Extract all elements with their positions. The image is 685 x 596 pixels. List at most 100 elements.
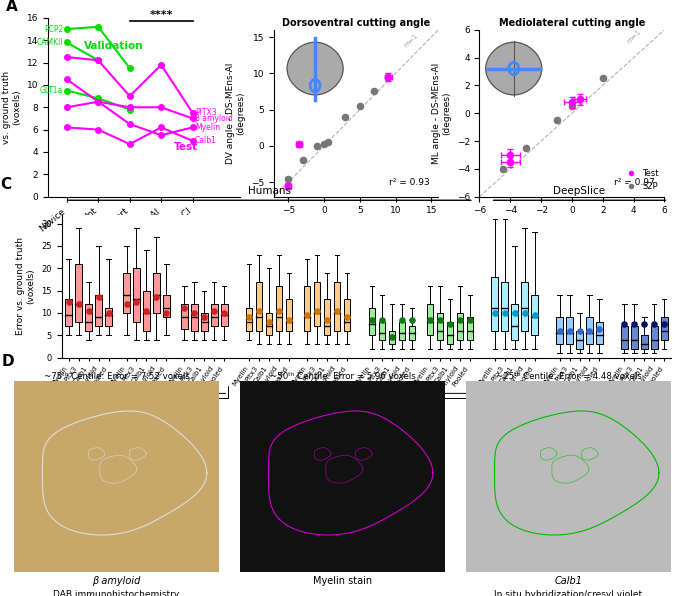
Text: Myelin stain: Myelin stain: [313, 576, 372, 586]
Bar: [211, 304, 218, 327]
Bar: [65, 299, 72, 327]
Bar: [314, 282, 321, 327]
Point: [199, 312, 210, 322]
Polygon shape: [42, 411, 207, 535]
Point: [639, 319, 650, 329]
Point: [366, 315, 377, 324]
Point: [274, 306, 285, 315]
Bar: [641, 335, 647, 349]
Text: Calb1: Calb1: [195, 136, 217, 145]
Point: [141, 306, 152, 315]
Bar: [304, 286, 310, 331]
Bar: [409, 326, 415, 340]
Bar: [566, 317, 573, 344]
Point: [519, 308, 530, 318]
Text: In situ hybridization/cresyl violet: In situ hybridization/cresyl violet: [495, 590, 643, 596]
Bar: [661, 317, 668, 340]
Title: Dorsoventral cutting angle: Dorsoventral cutting angle: [282, 18, 430, 27]
Point: [406, 315, 417, 324]
Text: Novices: Novices: [130, 401, 163, 409]
Point: [377, 315, 388, 324]
Point: [520, 143, 531, 153]
Point: [332, 306, 342, 315]
Text: Calb1: Calb1: [555, 576, 582, 586]
Point: [103, 308, 114, 318]
Bar: [596, 322, 603, 344]
Y-axis label: Average error
vs. ground truth
(voxels): Average error vs. ground truth (voxels): [0, 71, 21, 144]
Bar: [521, 281, 528, 331]
Point: [219, 308, 229, 318]
Bar: [334, 281, 340, 331]
Polygon shape: [495, 411, 659, 535]
Bar: [134, 268, 140, 322]
Text: C: C: [1, 177, 12, 192]
Y-axis label: ML angle - DS-MEns-AI
(degrees): ML angle - DS-MEns-AI (degrees): [432, 63, 451, 164]
Point: [584, 326, 595, 336]
Bar: [105, 309, 112, 327]
Bar: [153, 272, 160, 313]
Bar: [344, 299, 350, 331]
Bar: [163, 295, 170, 317]
Point: [121, 299, 132, 309]
Point: [93, 293, 104, 302]
Text: PCP2: PCP2: [44, 24, 63, 33]
Point: [489, 308, 500, 318]
Legend: Test, S2P: Test, S2P: [621, 167, 660, 193]
Point: [499, 308, 510, 318]
Text: ****: ****: [149, 10, 173, 20]
Bar: [181, 304, 188, 328]
Bar: [95, 295, 102, 327]
Bar: [286, 299, 292, 331]
Point: [369, 86, 379, 96]
Bar: [651, 327, 658, 349]
Point: [161, 308, 172, 318]
Y-axis label: DV angle - DS-MEns-AI
(degrees): DV angle - DS-MEns-AI (degrees): [226, 63, 245, 164]
Bar: [276, 286, 282, 331]
Bar: [221, 304, 227, 327]
Point: [551, 116, 562, 125]
Point: [340, 112, 351, 122]
Point: [659, 319, 670, 329]
Bar: [491, 277, 498, 331]
Text: CAMKII: CAMKII: [36, 38, 63, 47]
Point: [322, 138, 333, 147]
Bar: [399, 322, 405, 340]
Bar: [501, 281, 508, 331]
Bar: [388, 331, 395, 344]
Bar: [86, 304, 92, 331]
Y-axis label: Error vs. ground truth
(voxels): Error vs. ground truth (voxels): [16, 237, 36, 335]
Point: [445, 319, 456, 329]
Bar: [123, 272, 129, 313]
Text: DeepSlice: DeepSlice: [553, 186, 606, 196]
Point: [397, 315, 408, 324]
Text: A: A: [5, 0, 18, 14]
Title: ~25ᵗʰ Centile: Error = 4.48 voxels: ~25ᵗʰ Centile: Error = 4.48 voxels: [496, 372, 641, 381]
Point: [342, 312, 353, 322]
Point: [424, 315, 435, 324]
Bar: [532, 295, 538, 335]
Text: m=1: m=1: [403, 33, 419, 49]
Polygon shape: [486, 42, 542, 95]
Point: [619, 319, 630, 329]
Point: [434, 315, 445, 324]
Point: [209, 306, 220, 315]
Bar: [75, 263, 82, 322]
X-axis label: ML angle - reference
(degrees): ML angle - reference (degrees): [525, 221, 619, 240]
Bar: [556, 317, 563, 344]
Point: [297, 156, 308, 165]
Point: [594, 324, 605, 333]
Text: PITX3: PITX3: [195, 108, 216, 117]
Point: [73, 299, 84, 309]
Bar: [246, 308, 253, 331]
Title: Mediolateral cutting angle: Mediolateral cutting angle: [499, 18, 645, 27]
Bar: [256, 281, 262, 331]
Point: [354, 101, 365, 111]
Bar: [456, 313, 463, 340]
Point: [574, 326, 585, 336]
Point: [454, 315, 465, 324]
Point: [566, 101, 577, 111]
Point: [264, 317, 275, 327]
Bar: [191, 304, 197, 331]
Point: [497, 164, 508, 173]
Point: [649, 319, 660, 329]
